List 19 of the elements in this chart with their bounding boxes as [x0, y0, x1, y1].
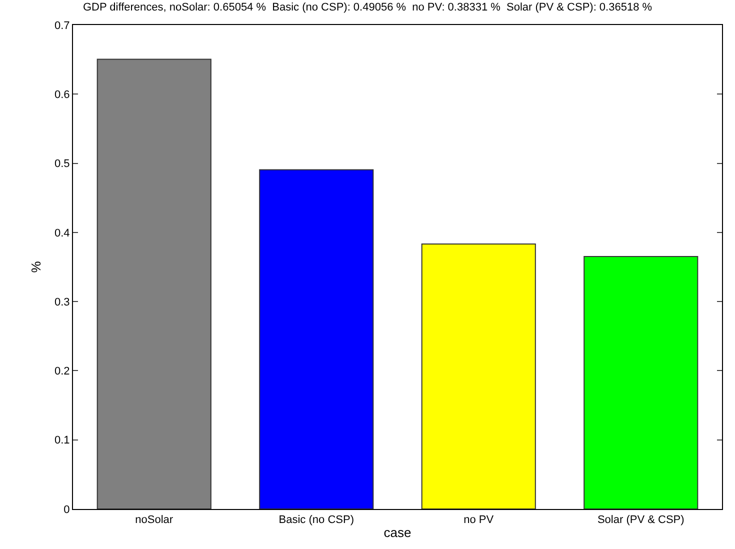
y-axis-title: %	[28, 260, 44, 273]
chart-title: GDP differences, noSolar: 0.65054 % Basic (no CSP): 0.49056 % no PV: 0.38331 % Solar (PV & CSP): 0.36518 %	[82, 1, 652, 14]
x-axis-title: case	[384, 524, 412, 540]
y-tick-label: 0.4	[54, 227, 70, 240]
x-tick-label: no PV	[464, 514, 494, 526]
y-tick-label: 0.5	[54, 158, 70, 170]
bar	[421, 243, 536, 509]
y-tick-label: 0.3	[54, 296, 70, 308]
y-tick-label: 0	[64, 504, 70, 516]
y-tick-label: 0.6	[54, 88, 70, 101]
bar	[96, 58, 212, 509]
x-tick-label: Basic (no CSP)	[278, 514, 354, 526]
y-tick-label: 0.7	[54, 20, 70, 32]
x-tick-label: Solar (PV & CSP)	[597, 514, 684, 526]
y-tick-label: 0.1	[54, 434, 70, 447]
bar	[259, 169, 374, 509]
bar	[584, 256, 698, 509]
y-tick-label: 0.2	[54, 366, 70, 378]
x-tick-label: noSolar	[135, 514, 174, 526]
